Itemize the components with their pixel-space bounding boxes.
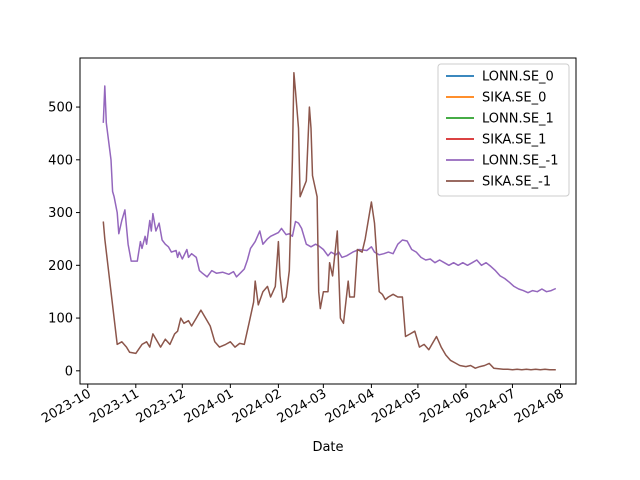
series-line-4 (102, 85, 557, 294)
y-tick-label-3: 300 (48, 206, 73, 221)
series-layer (102, 72, 557, 371)
legend: LONN.SE_0 SIKA.SE_0 LONN.SE_1 SIKA.SE_1 LONN… (437, 63, 570, 197)
y-tick-label-2: 200 (48, 259, 73, 274)
y-tick-label-5: 500 (48, 101, 73, 116)
y-axis: 0 100 200 300 400 500 (48, 101, 80, 379)
legend-label-4: LONN.SE_-1 (482, 154, 559, 169)
y-tick-label-0: 0 (65, 364, 73, 379)
series-line-5 (102, 72, 556, 371)
legend-label-0: LONN.SE_0 (482, 70, 554, 85)
x-axis-label: Date (312, 440, 343, 455)
plot-frame (79, 57, 577, 385)
legend-label-2: LONN.SE_1 (482, 112, 554, 127)
y-tick-label-1: 100 (48, 312, 73, 327)
legend-label-1: SIKA.SE_0 (482, 91, 546, 106)
legend-label-5: SIKA.SE_-1 (482, 175, 551, 190)
legend-label-3: SIKA.SE_1 (482, 133, 546, 148)
y-tick-label-4: 400 (48, 153, 73, 168)
